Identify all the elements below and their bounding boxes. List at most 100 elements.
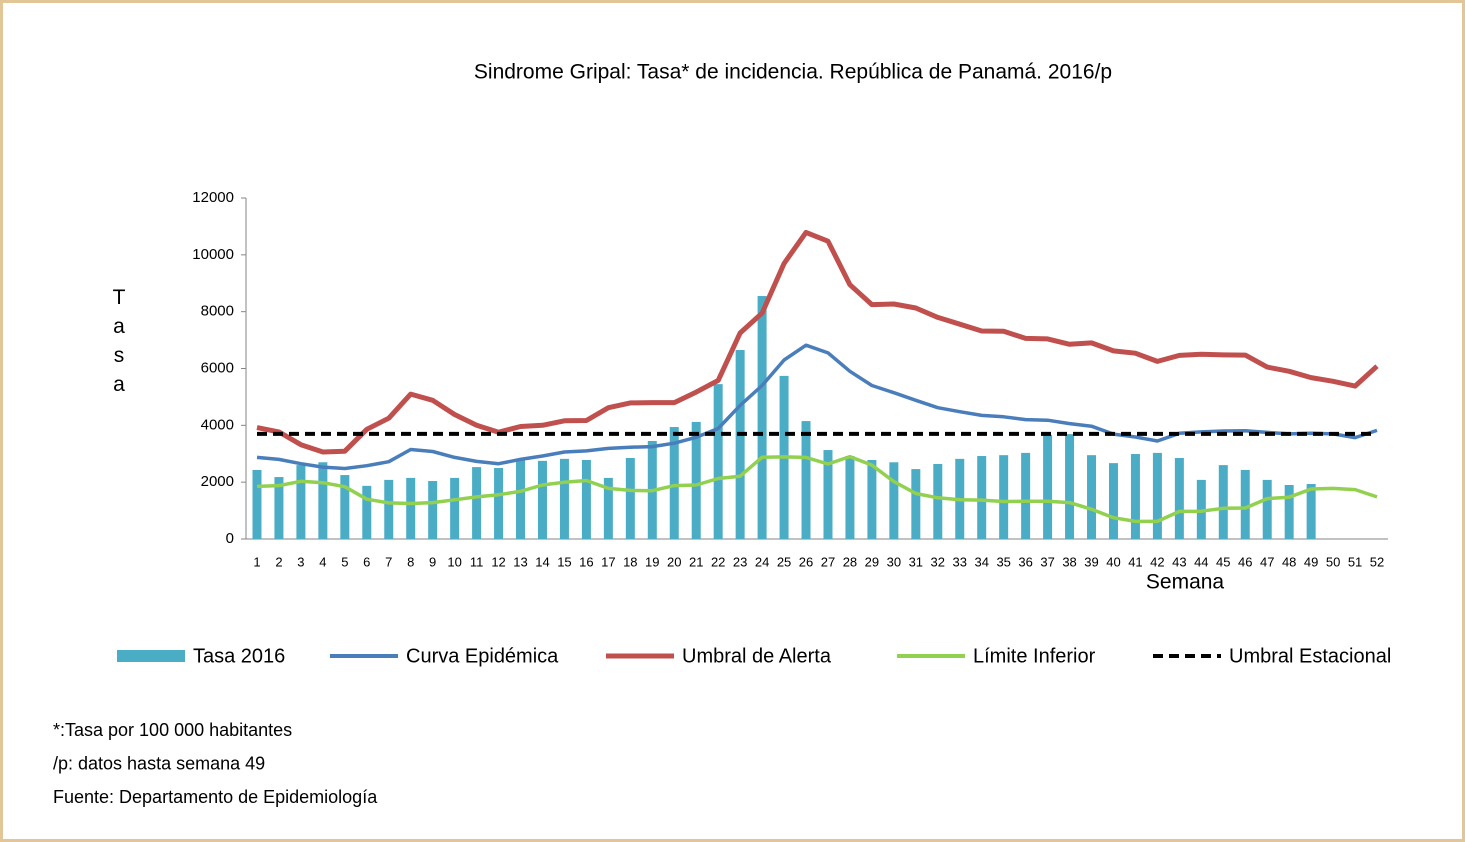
x-tick-label: 4 [319,554,326,569]
bar [1218,465,1228,539]
line-series [256,229,1379,455]
bar [889,462,899,539]
x-tick-label: 36 [1018,554,1032,569]
x-tick-label: 11 [470,554,484,569]
x-tick-label: 31 [909,554,923,569]
x-axis-label: Semana [1146,571,1225,594]
legend-label: Curva Epidémica [406,645,559,667]
x-tick-label: 38 [1062,554,1076,569]
bar [911,469,921,539]
x-tick-label: 26 [799,554,813,569]
bar [999,455,1009,539]
legend-label: Umbral Estacional [1229,645,1391,667]
x-tick-label: 27 [821,554,835,569]
x-tick-label: 34 [974,554,988,569]
bar [845,456,855,539]
x-tick-label: 1 [253,554,260,569]
bar [1284,485,1294,539]
bar [1174,458,1184,539]
x-tick-label: 25 [777,554,791,569]
bar [1021,452,1031,539]
x-tick-label: 8 [407,554,414,569]
x-tick-label: 45 [1216,554,1230,569]
bar [406,477,416,539]
x-tick-label: 41 [1128,554,1142,569]
y-tick-label: 2000 [201,473,234,490]
x-tick-label: 6 [363,554,370,569]
x-tick-label: 28 [843,554,857,569]
y-tick-label: 4000 [201,416,234,433]
x-tick-label: 39 [1084,554,1098,569]
bar [1262,479,1272,539]
bar [384,479,394,539]
x-tick-label: 51 [1348,554,1362,569]
x-tick-label: 19 [645,554,659,569]
bar [1043,434,1053,539]
x-tick-label: 23 [733,554,747,569]
x-tick-label: 15 [557,554,571,569]
bar [428,481,438,539]
x-tick-label: 48 [1282,554,1296,569]
bar [1108,463,1118,539]
y-tick-label: 10000 [192,246,234,263]
x-tick-label: 33 [953,554,967,569]
y-tick-label: 12000 [192,189,234,206]
note: /p: datos hasta semana 49 [53,753,265,773]
bar [1065,434,1075,539]
legend-label: Umbral de Alerta [682,645,832,667]
x-tick-label: 46 [1238,554,1252,569]
bar [559,458,569,539]
x-tick-label: 52 [1370,554,1384,569]
bar [537,460,547,539]
bar [494,467,504,539]
bar [1152,452,1162,539]
x-tick-label: 24 [755,554,769,569]
x-tick-label: 12 [491,554,505,569]
bar [296,465,306,539]
bar [757,296,767,539]
x-tick-label: 22 [711,554,725,569]
bar [516,460,526,539]
bar [581,460,591,539]
legend-label: Tasa 2016 [193,645,285,667]
x-tick-label: 49 [1304,554,1318,569]
bar [340,475,350,539]
bar [603,477,613,539]
x-tick-label: 21 [689,554,703,569]
bar [735,350,745,539]
bar [1240,469,1250,539]
legend-label: Límite Inferior [973,645,1096,667]
x-tick-label: 16 [579,554,593,569]
x-tick-label: 10 [447,554,461,569]
x-tick-label: 35 [996,554,1010,569]
bar [472,467,482,539]
bar [669,427,679,539]
x-tick-label: 32 [931,554,945,569]
bar [450,477,460,539]
bar [823,450,833,539]
x-tick-label: 29 [865,554,879,569]
x-tick-label: 43 [1172,554,1186,569]
x-tick-label: 42 [1150,554,1164,569]
bar [318,462,328,539]
legend-swatch [117,650,185,662]
bar [933,463,943,539]
bar [713,384,723,539]
x-tick-label: 20 [667,554,681,569]
y-tick-label: 0 [226,530,234,547]
bar [977,456,987,539]
bar [1130,454,1140,539]
bar [252,469,262,539]
x-tick-label: 5 [341,554,348,569]
note: *:Tasa por 100 000 habitantes [53,720,292,740]
x-tick-label: 14 [535,554,549,569]
x-tick-label: 2 [275,554,282,569]
x-tick-label: 18 [623,554,637,569]
bar [867,460,877,539]
bar [1087,455,1097,539]
line-series [256,454,1378,524]
x-tick-label: 9 [429,554,436,569]
